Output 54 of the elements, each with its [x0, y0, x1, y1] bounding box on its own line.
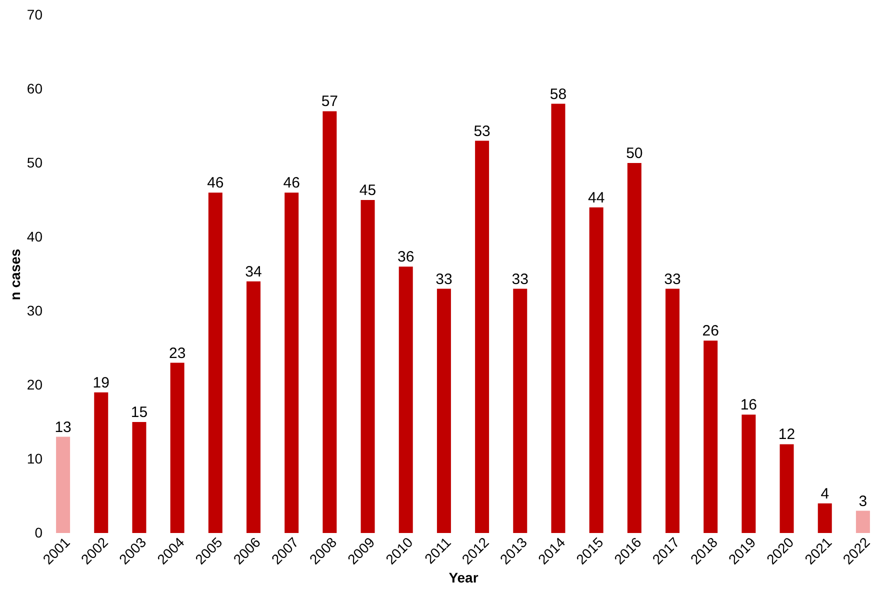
data-label: 46	[207, 174, 224, 192]
data-label: 50	[626, 145, 643, 162]
bar	[704, 340, 718, 533]
bar	[742, 414, 756, 533]
y-tick-label: 40	[26, 228, 43, 244]
data-label: 46	[283, 174, 300, 192]
bar	[589, 207, 604, 533]
y-tick-label: 0	[34, 524, 43, 540]
bar	[170, 362, 184, 533]
bar	[627, 163, 642, 533]
data-label: 19	[92, 374, 110, 392]
y-tick-label: 60	[26, 80, 43, 96]
bar	[94, 392, 108, 533]
data-label: 33	[436, 270, 452, 288]
bar	[398, 266, 413, 533]
bar	[132, 422, 146, 533]
data-label: 33	[512, 270, 528, 288]
data-label: 45	[359, 182, 376, 199]
y-tick-label: 50	[26, 154, 43, 170]
data-label: 16	[740, 396, 758, 414]
data-label: 36	[398, 248, 414, 266]
bar	[818, 503, 832, 533]
y-tick-label: 10	[26, 450, 43, 466]
bar	[436, 288, 451, 533]
data-label: 3	[858, 492, 868, 510]
y-axis-title: n cases	[6, 248, 23, 300]
bar	[666, 288, 680, 533]
data-label: 12	[778, 426, 796, 444]
bar	[208, 192, 222, 533]
bar	[246, 281, 260, 533]
data-label: 13	[54, 418, 72, 436]
data-label: 58	[550, 86, 567, 103]
data-label: 15	[130, 404, 148, 421]
bar	[856, 510, 870, 533]
y-tick-label: 30	[26, 302, 43, 318]
y-tick-label: 20	[26, 376, 43, 392]
bar	[513, 288, 528, 533]
data-label: 44	[588, 189, 605, 206]
data-label: 57	[321, 93, 338, 110]
data-label: 53	[474, 122, 490, 140]
data-label: 23	[168, 344, 186, 362]
bar	[360, 200, 375, 533]
data-label: 26	[702, 322, 719, 340]
bar	[284, 192, 299, 533]
bar	[475, 140, 490, 533]
data-label: 34	[245, 263, 262, 280]
y-tick-label: 70	[26, 6, 43, 22]
bar	[56, 436, 70, 533]
bar	[322, 111, 337, 533]
data-label: 4	[820, 485, 830, 502]
x-axis-title: Year	[448, 569, 479, 586]
data-label: 33	[664, 270, 681, 288]
bar	[551, 104, 566, 533]
bar	[780, 444, 794, 533]
